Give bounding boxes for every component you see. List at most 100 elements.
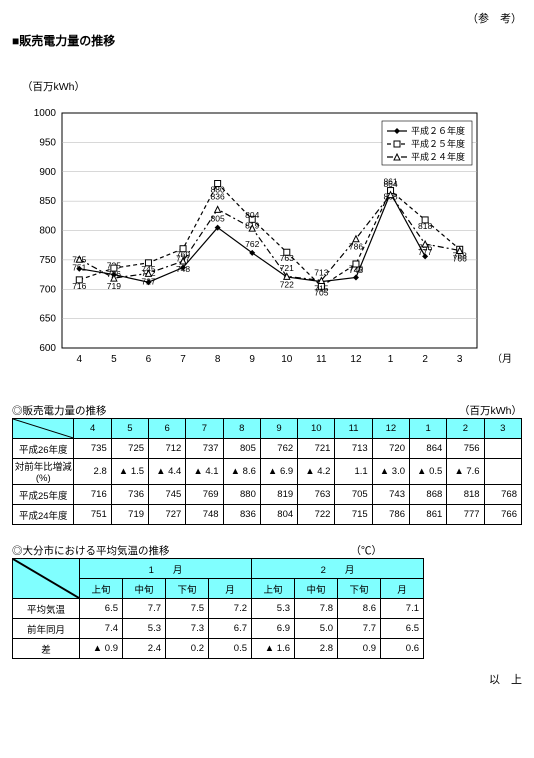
table-cell: 836 [223, 505, 260, 525]
table-cell: 751 [74, 505, 111, 525]
svg-text:1: 1 [388, 354, 394, 365]
table-cell: 805 [223, 439, 260, 459]
svg-text:7: 7 [180, 354, 186, 365]
table-cell: 720 [372, 439, 409, 459]
table-cell: 768 [484, 485, 521, 505]
table-cell: 715 [335, 505, 372, 525]
table-row-label: 平成25年度 [13, 485, 74, 505]
table-cell: ▲ 8.6 [223, 459, 260, 485]
svg-text:818: 818 [418, 221, 432, 231]
temperature-table: 1 月2 月上旬中旬下旬月上旬中旬下旬月平均気温6.57.77.57.25.37… [12, 558, 424, 659]
table2-unit: （℃） [351, 543, 383, 558]
table2-title: ◎大分市における平均気温の推移 [12, 545, 170, 557]
table-cell: 727 [149, 505, 186, 525]
svg-text:平成２６年度: 平成２６年度 [411, 125, 465, 136]
table-cell: 6.5 [80, 599, 123, 619]
table-cell: ▲ 0.5 [410, 459, 447, 485]
table-cell: 8.6 [338, 599, 381, 619]
svg-text:950: 950 [39, 137, 56, 148]
svg-text:743: 743 [349, 265, 363, 275]
svg-text:786: 786 [349, 242, 363, 252]
table-cell: 7.4 [80, 619, 123, 639]
table-cell: ▲ 0.9 [80, 639, 123, 659]
svg-text:762: 762 [245, 239, 259, 249]
table-cell: 880 [223, 485, 260, 505]
table-cell: 763 [298, 485, 335, 505]
svg-text:9: 9 [249, 354, 255, 365]
table-cell: 762 [260, 439, 297, 459]
svg-text:727: 727 [141, 276, 155, 286]
table-cell: 5.3 [252, 599, 295, 619]
table-cell: 5.3 [123, 619, 166, 639]
footer-note: 以 上 [12, 671, 522, 687]
table-cell: 864 [410, 439, 447, 459]
page-title: ■販売電力量の推移 [12, 32, 522, 49]
table-cell [484, 459, 521, 485]
svg-text:836: 836 [211, 191, 225, 201]
table-cell: 719 [111, 505, 148, 525]
table-cell: 2.8 [295, 639, 338, 659]
table-cell: 743 [372, 485, 409, 505]
svg-text:1000: 1000 [34, 108, 57, 119]
table-cell: ▲ 1.5 [111, 459, 148, 485]
table-cell: 722 [298, 505, 335, 525]
table-cell: 861 [410, 505, 447, 525]
table-cell: 868 [410, 485, 447, 505]
svg-text:861: 861 [383, 177, 397, 187]
table-cell: 735 [74, 439, 111, 459]
table-cell: ▲ 1.6 [252, 639, 295, 659]
table-cell: 1.1 [335, 459, 372, 485]
svg-text:3: 3 [457, 354, 463, 365]
table-row-label: 平成26年度 [13, 439, 74, 459]
table1-title: ◎販売電力量の推移 [12, 405, 107, 417]
svg-text:751: 751 [72, 262, 86, 272]
table-cell: 819 [260, 485, 297, 505]
table-cell: 7.7 [123, 599, 166, 619]
table-cell: ▲ 4.1 [186, 459, 223, 485]
table-cell: ▲ 4.4 [149, 459, 186, 485]
svg-text:850: 850 [39, 196, 56, 207]
svg-text:5: 5 [111, 354, 117, 365]
table-row-label: 対前年比増減(%) [13, 459, 74, 485]
svg-text:600: 600 [39, 343, 56, 354]
table-cell: ▲ 3.0 [372, 459, 409, 485]
svg-text:763: 763 [280, 253, 294, 263]
table-cell: 721 [298, 439, 335, 459]
svg-text:777: 777 [418, 247, 432, 257]
sales-table: 456789101112123平成26年度7357257127378057627… [12, 418, 522, 525]
yaxis-unit: （百万kWh） [22, 79, 522, 94]
table-cell: 5.0 [295, 619, 338, 639]
table1-unit: （百万kWh） [459, 403, 522, 418]
svg-text:716: 716 [72, 281, 86, 291]
table-cell: 766 [484, 505, 521, 525]
table-cell: 804 [260, 505, 297, 525]
table-cell: ▲ 7.6 [447, 459, 484, 485]
svg-text:平成２５年度: 平成２５年度 [411, 138, 465, 149]
table-cell: 818 [447, 485, 484, 505]
table-cell: 0.2 [166, 639, 209, 659]
table-cell: 2.4 [123, 639, 166, 659]
svg-text:748: 748 [176, 264, 190, 274]
svg-text:800: 800 [39, 226, 56, 237]
table-cell: 0.5 [209, 639, 252, 659]
table-cell: 777 [447, 505, 484, 525]
svg-text:804: 804 [245, 210, 259, 220]
table-cell: 725 [111, 439, 148, 459]
svg-text:12: 12 [350, 354, 362, 365]
table-cell: 737 [186, 439, 223, 459]
table-cell: 6.9 [252, 619, 295, 639]
table-row-label: 差 [13, 639, 80, 659]
table-cell: 712 [149, 439, 186, 459]
table-cell: 6.7 [209, 619, 252, 639]
reference-note: （参 考） [12, 10, 522, 26]
table-cell: 7.8 [295, 599, 338, 619]
svg-text:650: 650 [39, 314, 56, 325]
table-cell: 745 [149, 485, 186, 505]
table-row-label: 前年同月 [13, 619, 80, 639]
svg-text:8: 8 [215, 354, 221, 365]
svg-text:6: 6 [146, 354, 152, 365]
table-cell: 0.9 [338, 639, 381, 659]
svg-text:719: 719 [107, 281, 121, 291]
table-cell: 7.7 [338, 619, 381, 639]
svg-text:750: 750 [39, 255, 56, 266]
